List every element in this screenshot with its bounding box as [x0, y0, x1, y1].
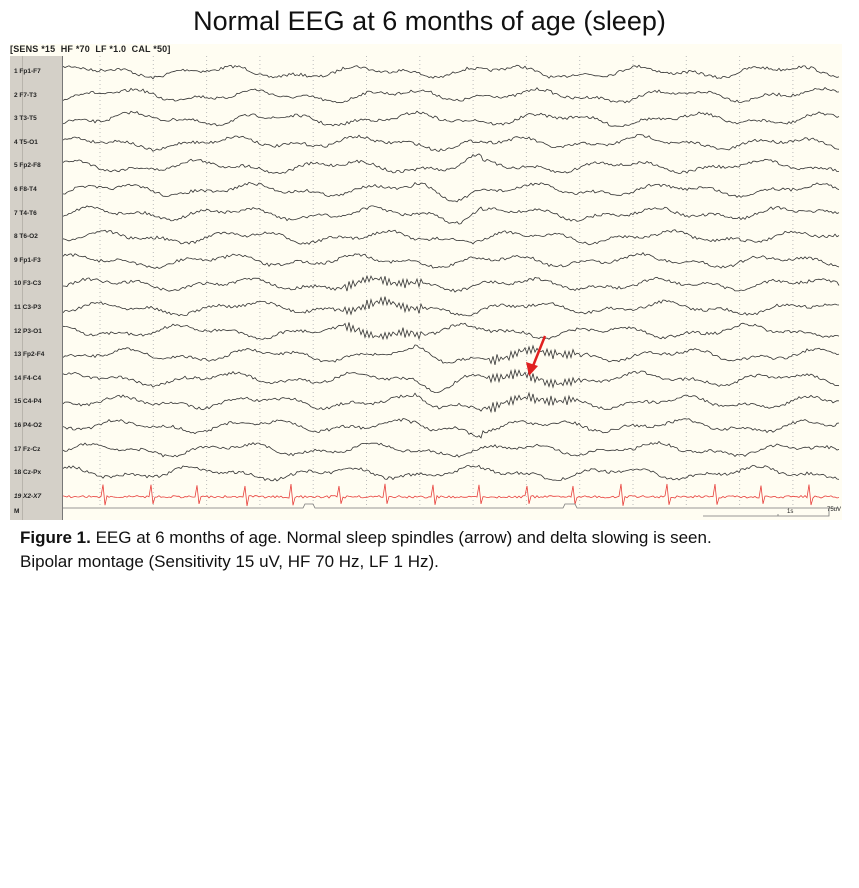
ecg-trace [63, 483, 840, 507]
eeg-trace [63, 110, 840, 128]
eeg-trace [63, 368, 840, 394]
eeg-trace [63, 464, 840, 482]
eeg-trace [63, 418, 840, 439]
eeg-trace [63, 344, 840, 365]
channel-label: 3 T3-T5 [14, 115, 37, 123]
channel-label: 9 Fp1-F3 [14, 256, 41, 264]
eeg-trace [63, 440, 840, 458]
figure-title: Normal EEG at 6 months of age (sleep) [193, 6, 666, 36]
channel-label: 2 F7-T3 [14, 91, 37, 99]
caption-line2: Bipolar montage (Sensitivity 15 uV, HF 7… [20, 552, 439, 571]
channel-label: 13 Fp2-F4 [14, 351, 45, 359]
eeg-trace [63, 134, 840, 152]
eeg-trace [63, 205, 840, 225]
eeg-panel [10, 44, 842, 520]
time-scale-label: 1s [787, 509, 794, 515]
channel-label: 15 C4-P4 [14, 398, 42, 406]
eeg-settings: [SENS *15 HF *70 LF *1.0 CAL *50] [10, 44, 171, 54]
channel-label: 16 P4-O2 [14, 422, 42, 429]
caption-text: EEG at 6 months of age. Normal sleep spi… [90, 528, 712, 547]
eeg-trace [63, 229, 840, 246]
marker-label: M [14, 508, 20, 515]
eeg-trace [63, 181, 840, 203]
marker-trace [63, 503, 839, 509]
channel-label: 5 Fp2-F8 [14, 162, 41, 170]
channel-label: 19 X2-X7 [14, 492, 42, 500]
eeg-trace [63, 87, 840, 104]
channel-labels: 1 Fp1-F7 2 F7-T3 3 T3-T5 4 T5-O1 5 Fp2-F8 6 F… [10, 56, 63, 520]
channel-label: 8 T6-O2 [14, 233, 38, 241]
eeg-trace [63, 322, 840, 341]
channel-label: 17 Fz-Cz [14, 445, 41, 453]
eeg-trace [63, 251, 840, 269]
channel-label: 11 C3-P3 [14, 304, 42, 311]
channel-label: 12 P3-O1 [14, 327, 42, 335]
eeg-trace [63, 391, 840, 414]
eeg-traces [63, 56, 840, 517]
figure-caption: Figure 1. EEG at 6 months of age. Normal… [20, 526, 820, 574]
amplitude-scale-label: 75uV [827, 507, 842, 513]
figure-number: Figure 1. [20, 528, 91, 547]
channel-label: 18 Cz-Px [14, 469, 42, 477]
channel-label: 6 F8-T4 [14, 186, 37, 193]
channel-label: 14 F4-C4 [14, 374, 42, 382]
eeg-trace [63, 296, 840, 317]
eeg-trace [63, 153, 839, 175]
channel-label: 1 Fp1-F7 [14, 68, 41, 75]
channel-label: 10 F3-C3 [14, 280, 42, 288]
eeg-trace [63, 274, 840, 293]
channel-label: 4 T5-O1 [14, 138, 38, 146]
calibration-bar [703, 508, 830, 517]
eeg-trace [63, 64, 840, 80]
channel-label: 7 T4-T6 [14, 209, 37, 217]
spindle-arrow [526, 335, 547, 376]
